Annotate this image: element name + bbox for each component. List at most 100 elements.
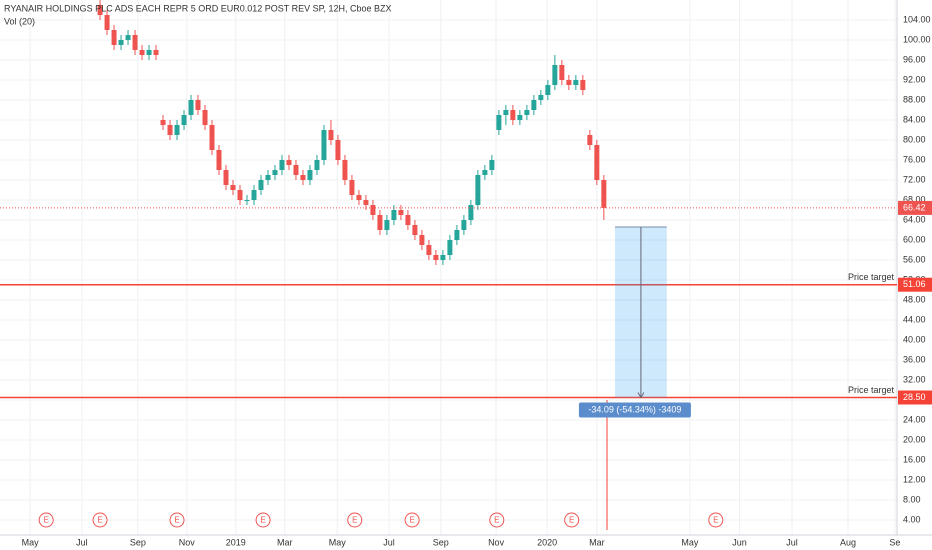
y-tick-label: 64.00 bbox=[903, 214, 926, 224]
event-marker bbox=[38, 512, 54, 528]
candle-body bbox=[160, 120, 166, 125]
y-tick-label: 12.00 bbox=[903, 474, 926, 484]
candle-body bbox=[174, 125, 180, 135]
event-marker bbox=[404, 512, 420, 528]
candle-body bbox=[510, 110, 516, 120]
event-label: E bbox=[713, 516, 718, 525]
measure-label: -34.09 (-54.34%) -3409 bbox=[588, 404, 681, 414]
candle-body bbox=[132, 35, 138, 50]
candle-body bbox=[601, 180, 607, 208]
plot-layer bbox=[97, 0, 607, 265]
candle-body bbox=[496, 115, 502, 130]
candle-body bbox=[139, 50, 145, 55]
candle-body bbox=[223, 170, 229, 185]
target-label: 51.06 bbox=[903, 279, 926, 289]
candle-body bbox=[552, 65, 558, 85]
target-box bbox=[898, 390, 932, 405]
event-marker bbox=[347, 512, 363, 528]
candle-body bbox=[307, 170, 313, 180]
candle-body bbox=[349, 180, 355, 195]
event-marker bbox=[255, 512, 271, 528]
candle-body bbox=[314, 160, 320, 170]
candle-body bbox=[517, 115, 523, 120]
y-tick-label: 16.00 bbox=[903, 454, 926, 464]
event-marker bbox=[489, 512, 505, 528]
candle-body bbox=[482, 170, 488, 175]
x-tick-label: Mar bbox=[277, 537, 293, 547]
candle-body bbox=[321, 130, 327, 160]
chart-title: RYANAIR HOLDINGS PLC ADS EACH REPR 5 ORD… bbox=[4, 3, 391, 13]
candle-body bbox=[328, 130, 334, 140]
x-tick-label: 2020 bbox=[537, 537, 557, 547]
x-tick-label: May bbox=[22, 537, 40, 547]
candle-body bbox=[363, 200, 369, 205]
candle-body bbox=[454, 230, 460, 240]
x-tick-label: May bbox=[681, 537, 699, 547]
candle-body bbox=[97, 5, 103, 15]
candle-body bbox=[230, 185, 236, 190]
x-tick-label: Jun bbox=[732, 537, 747, 547]
event-label: E bbox=[352, 516, 357, 525]
x-tick-label: Aug bbox=[840, 537, 856, 547]
y-tick-label: 76.00 bbox=[903, 154, 926, 164]
y-tick-label: 104.00 bbox=[903, 14, 931, 24]
candle-body bbox=[447, 240, 453, 255]
event-label: E bbox=[409, 516, 414, 525]
candle-body bbox=[195, 100, 201, 110]
candle-body bbox=[118, 40, 124, 45]
candle-body bbox=[468, 205, 474, 220]
candle-body bbox=[433, 255, 439, 260]
y-tick-label: 56.00 bbox=[903, 254, 926, 264]
event-label: E bbox=[260, 516, 265, 525]
candle-body bbox=[251, 190, 257, 200]
candle-body bbox=[237, 190, 243, 200]
candle-body bbox=[370, 205, 376, 215]
event-marker bbox=[92, 512, 108, 528]
candle-body bbox=[335, 140, 341, 160]
event-marker bbox=[169, 512, 185, 528]
candle-body bbox=[202, 110, 208, 125]
target-name: Price target bbox=[848, 272, 895, 282]
candle-body bbox=[265, 175, 271, 180]
last-price-label: 66.42 bbox=[903, 202, 926, 212]
y-tick-label: 88.00 bbox=[903, 94, 926, 104]
y-tick-label: 68.00 bbox=[903, 194, 926, 204]
candle-body bbox=[538, 95, 544, 100]
target-box bbox=[898, 277, 932, 292]
y-tick-label: 48.00 bbox=[903, 294, 926, 304]
y-tick-label: 92.00 bbox=[903, 74, 926, 84]
candle-body bbox=[209, 125, 215, 150]
candle-body bbox=[286, 160, 292, 165]
grid-layer bbox=[0, 0, 897, 535]
candle-body bbox=[398, 210, 404, 215]
candle-body bbox=[153, 50, 159, 55]
event-label: E bbox=[569, 516, 574, 525]
y-tick-label: 8.00 bbox=[903, 494, 921, 504]
y-tick-label: 36.00 bbox=[903, 354, 926, 364]
y-tick-label: 72.00 bbox=[903, 174, 926, 184]
event-marker bbox=[564, 512, 580, 528]
candle-body bbox=[475, 175, 481, 205]
candle-body bbox=[531, 100, 537, 110]
measure-label-box bbox=[578, 402, 691, 418]
candle-body bbox=[412, 225, 418, 235]
x-tick-label: Mar bbox=[589, 537, 605, 547]
y-tick-label: 84.00 bbox=[903, 114, 926, 124]
candle-body bbox=[419, 235, 425, 245]
candle-body bbox=[125, 35, 131, 40]
candle-body bbox=[216, 150, 222, 170]
y-tick-label: 60.00 bbox=[903, 234, 926, 244]
candle-body bbox=[146, 50, 152, 55]
x-tick-label: Nov bbox=[488, 537, 505, 547]
y-tick-label: 4.00 bbox=[903, 514, 921, 524]
y-tick-label: 96.00 bbox=[903, 54, 926, 64]
subtitle: Vol (20) bbox=[4, 16, 35, 26]
candle-body bbox=[545, 85, 551, 95]
candle-body bbox=[111, 30, 117, 45]
event-label: E bbox=[494, 516, 499, 525]
candle-body bbox=[279, 160, 285, 170]
event-label: E bbox=[174, 516, 179, 525]
candle-body bbox=[566, 80, 572, 85]
